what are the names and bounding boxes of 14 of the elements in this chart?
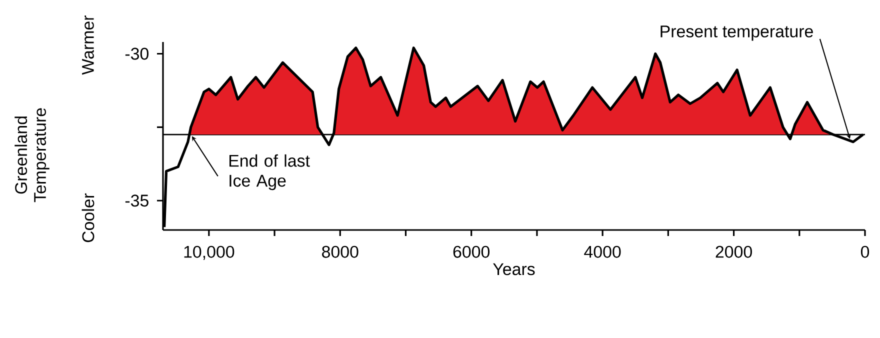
x-tick-label: 4000 <box>584 246 621 258</box>
x-tick-label: 8000 <box>322 246 358 258</box>
x-tick-label: 0 <box>860 246 870 258</box>
y-axis-title: Greenland Temperature <box>14 108 50 202</box>
text: Cooler <box>82 193 94 242</box>
x-axis-title: Years <box>493 263 535 276</box>
y-tick-label: -30 <box>125 48 148 60</box>
annotation: Present temperature <box>660 26 813 41</box>
annotation: End of last Ice Age <box>229 154 310 190</box>
x-tick-label: 2000 <box>716 246 752 258</box>
x-tick-label: 10,000 <box>184 246 234 260</box>
y-tick-label: -35 <box>125 194 148 207</box>
x-tick-label: 6000 <box>453 246 490 258</box>
text: Warmer <box>82 15 94 75</box>
